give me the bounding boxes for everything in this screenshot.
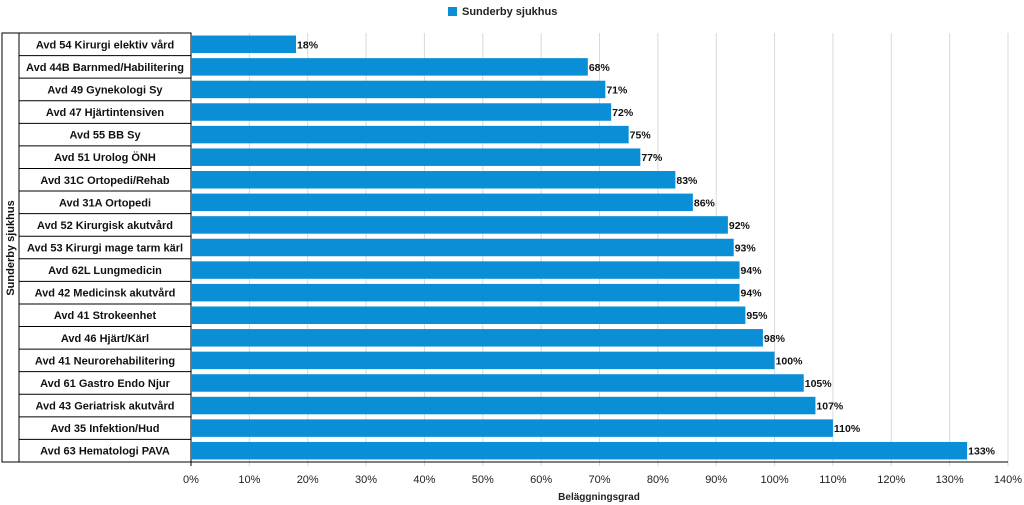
data-label: 107% <box>816 401 844 413</box>
bar <box>191 351 775 370</box>
legend-swatch <box>448 7 457 16</box>
bar <box>191 441 968 460</box>
legend: Sunderby sjukhus <box>448 6 557 18</box>
bar <box>191 216 728 234</box>
data-label: 100% <box>776 355 804 367</box>
data-label: 93% <box>735 243 757 255</box>
bar <box>191 396 816 415</box>
bar <box>191 193 693 212</box>
x-tick-label: 40% <box>413 474 435 486</box>
x-tick-label: 30% <box>355 474 377 486</box>
bar <box>191 374 804 392</box>
category-label: Avd 54 Kirurgi elektiv vård <box>36 39 174 51</box>
x-tick-label: 100% <box>761 474 789 486</box>
bar <box>191 238 734 257</box>
bar <box>191 261 740 279</box>
category-label: Avd 51 Urolog ÖNH <box>54 151 156 164</box>
bar <box>191 125 629 144</box>
category-labels: Avd 54 Kirurgi elektiv vård Avd 44B Barnm… <box>26 39 184 457</box>
bars <box>191 35 968 460</box>
category-label: Avd 63 Hematologi PAVA <box>40 446 170 458</box>
bar <box>191 306 746 324</box>
data-labels: 18% 68% 71% 72% 75% 77% 83% 86% 92% 93% 94% 94% 95% 9… <box>297 39 996 457</box>
data-label: 68% <box>589 62 611 74</box>
data-label: 94% <box>741 265 763 277</box>
category-label: Avd 41 Strokeenhet <box>54 310 157 322</box>
bar <box>191 171 676 189</box>
category-label: Avd 44B Barnmed/Habilitering <box>26 62 184 74</box>
x-tick-label: 110% <box>819 474 847 486</box>
legend-label: Sunderby sjukhus <box>462 6 557 18</box>
x-tick-label: 60% <box>530 474 552 486</box>
x-tick-label: 140% <box>994 474 1022 486</box>
data-label: 75% <box>630 130 652 142</box>
category-label: Avd 61 Gastro Endo Njur <box>40 378 171 390</box>
data-label: 95% <box>746 310 768 322</box>
x-tick-label: 0% <box>183 474 199 486</box>
x-tick-label: 20% <box>297 474 319 486</box>
bar <box>191 80 606 99</box>
data-label: 105% <box>805 378 833 390</box>
data-label: 92% <box>729 220 751 232</box>
category-label: Avd 42 Medicinsk akutvård <box>35 288 176 300</box>
bar <box>191 35 297 54</box>
bar <box>191 103 612 121</box>
data-label: 18% <box>297 39 319 51</box>
category-label: Avd 46 Hjärt/Kärl <box>61 333 149 345</box>
category-label: Avd 47 Hjärtintensiven <box>46 107 164 119</box>
bar <box>191 329 763 347</box>
x-tick-label: 130% <box>936 474 964 486</box>
data-label: 86% <box>694 197 716 209</box>
category-label: Avd 53 Kirurgi mage tarm kärl <box>27 243 183 255</box>
category-label: Avd 35 Infektion/Hud <box>51 423 160 435</box>
x-tick-label: 120% <box>877 474 905 486</box>
category-label: Avd 55 BB Sy <box>69 130 141 142</box>
bar <box>191 148 641 166</box>
bar <box>191 283 740 302</box>
category-label: Avd 31A Ortopedi <box>59 197 151 209</box>
category-label: Avd 31C Ortopedi/Rehab <box>40 175 169 187</box>
category-label: Avd 43 Geriatrisk akutvård <box>36 401 175 413</box>
data-label: 110% <box>834 423 861 435</box>
bar <box>191 419 833 437</box>
x-tick-label: 90% <box>705 474 727 486</box>
bar <box>191 58 588 76</box>
x-tick-label: 80% <box>647 474 669 486</box>
data-label: 94% <box>741 288 763 300</box>
category-label: Avd 62L Lungmedicin <box>48 265 162 277</box>
data-label: 98% <box>764 333 786 345</box>
category-label: Avd 49 Gynekologi Sy <box>47 84 163 96</box>
data-label: 83% <box>676 175 698 187</box>
x-axis-title: Beläggningsgrad <box>558 492 640 503</box>
data-label: 133% <box>968 446 996 458</box>
x-tick-label: 50% <box>472 474 494 486</box>
data-label: 72% <box>612 107 634 119</box>
x-tick-labels: 0% 10% 20% 30% 40% 50% 60% 70% 80% 90% 100% 110% 120… <box>183 474 1022 486</box>
data-label: 71% <box>606 84 628 96</box>
group-label: Sunderby sjukhus <box>5 200 17 295</box>
x-tick-label: 70% <box>588 474 610 486</box>
category-label: Avd 52 Kirurgisk akutvård <box>37 220 173 232</box>
category-axis-frame <box>1 32 192 463</box>
category-label: Avd 41 Neurorehabilitering <box>35 355 175 367</box>
x-tick-label: 10% <box>238 474 260 486</box>
data-label: 77% <box>641 152 663 164</box>
